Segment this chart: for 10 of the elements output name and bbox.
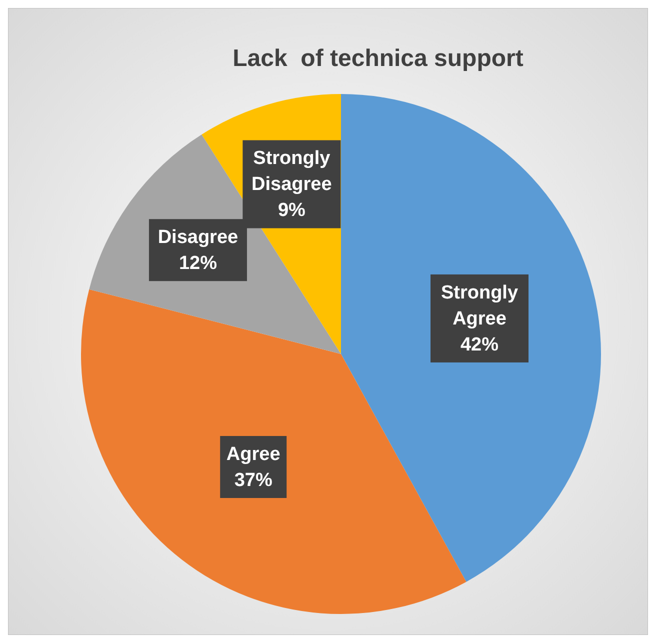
slice-label: Agree (226, 444, 280, 465)
data-label: 37% (234, 470, 272, 491)
pie-slice (341, 94, 600, 582)
chart-title: Lack of technica support (232, 45, 524, 72)
data-label: 12% (178, 253, 218, 274)
slice-label: Strongly Agree (440, 282, 518, 330)
slice-label: Disagree (158, 227, 238, 248)
data-label: 9% (278, 200, 306, 222)
slice-label: Strongly Disagree (252, 148, 332, 196)
data-label: 42% (460, 334, 499, 356)
